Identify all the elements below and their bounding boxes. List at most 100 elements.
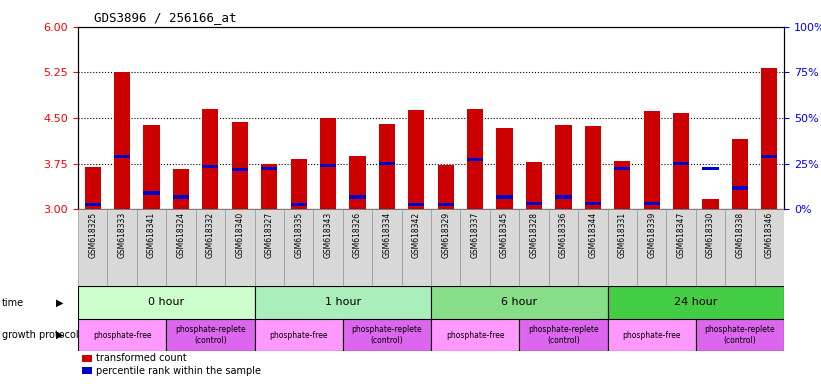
Text: phosphate-replete
(control): phosphate-replete (control) [704,325,775,345]
Text: phosphate-replete
(control): phosphate-replete (control) [175,325,245,345]
Bar [608,209,637,286]
Bar [732,139,748,209]
Bar [202,165,218,169]
Text: GSM618324: GSM618324 [177,212,186,258]
Bar [225,209,255,286]
Bar [438,203,454,206]
Text: GSM618346: GSM618346 [765,212,774,258]
Bar [431,319,519,351]
Bar [372,209,401,286]
Bar [637,209,667,286]
Bar [673,162,689,166]
Bar [585,126,601,209]
Text: phosphate-replete
(control): phosphate-replete (control) [351,325,422,345]
Bar [578,209,608,286]
Text: GSM618343: GSM618343 [323,212,333,258]
Bar [438,165,454,209]
Text: phosphate-replete
(control): phosphate-replete (control) [528,325,599,345]
Text: percentile rank within the sample: percentile rank within the sample [96,366,261,376]
Text: transformed count: transformed count [96,353,187,363]
Bar [761,155,777,158]
Bar [85,203,101,206]
Bar [555,126,571,209]
Bar [114,155,131,158]
Text: GSM618335: GSM618335 [294,212,303,258]
Bar [314,209,343,286]
Bar [85,167,101,209]
Bar [667,209,695,286]
Bar [695,319,784,351]
Bar [497,195,512,199]
Bar [614,161,631,209]
Bar [343,319,431,351]
Bar [519,319,608,351]
Text: GSM618340: GSM618340 [236,212,245,258]
Bar [350,156,365,209]
Text: GSM618342: GSM618342 [412,212,421,258]
Bar [291,159,307,209]
Bar [255,286,431,319]
Bar [497,128,512,209]
Text: GSM618337: GSM618337 [470,212,479,258]
Text: GDS3896 / 256166_at: GDS3896 / 256166_at [94,12,237,25]
Bar [555,195,571,199]
Bar [173,195,189,199]
Text: GSM618344: GSM618344 [589,212,598,258]
Bar [261,167,277,170]
Bar [725,209,754,286]
Bar [378,162,395,166]
Text: GSM618326: GSM618326 [353,212,362,258]
Text: GSM618345: GSM618345 [500,212,509,258]
Text: growth protocol: growth protocol [2,330,78,340]
Bar [761,68,777,209]
Text: ▶: ▶ [56,330,63,340]
Bar [144,191,159,195]
Bar [401,209,431,286]
Bar [291,203,307,206]
Bar [108,209,137,286]
Text: GSM618332: GSM618332 [206,212,215,258]
Bar [548,209,578,286]
Bar [754,209,784,286]
Bar [78,209,108,286]
Bar [673,113,689,209]
Text: GSM618341: GSM618341 [147,212,156,258]
Bar [166,209,195,286]
Bar [284,209,314,286]
Bar [202,109,218,209]
Bar [144,126,159,209]
Text: GSM618333: GSM618333 [117,212,126,258]
Bar [232,122,248,209]
Bar [78,319,166,351]
Bar [431,286,608,319]
Text: GSM618330: GSM618330 [706,212,715,258]
Bar [78,286,255,319]
Text: time: time [2,298,24,308]
Text: GSM618336: GSM618336 [559,212,568,258]
Text: GSM618338: GSM618338 [736,212,745,258]
Bar [114,73,131,209]
Bar [255,209,284,286]
Bar [173,169,189,209]
Bar [703,167,718,170]
Text: ▶: ▶ [56,298,63,308]
Bar [644,111,660,209]
Bar [526,202,542,205]
Bar [166,319,255,351]
Text: 0 hour: 0 hour [148,297,185,308]
Bar [732,186,748,190]
Text: phosphate-free: phosphate-free [93,331,151,339]
Text: GSM618329: GSM618329 [441,212,450,258]
Bar [608,319,696,351]
Text: GSM618325: GSM618325 [88,212,97,258]
Text: phosphate-free: phosphate-free [622,331,681,339]
Bar [644,202,660,205]
Bar [467,158,484,161]
Bar [408,203,424,206]
Bar [519,209,548,286]
Text: 6 hour: 6 hour [501,297,538,308]
Bar [320,164,336,167]
Text: GSM618327: GSM618327 [264,212,273,258]
Bar [526,162,542,209]
Bar [261,164,277,209]
